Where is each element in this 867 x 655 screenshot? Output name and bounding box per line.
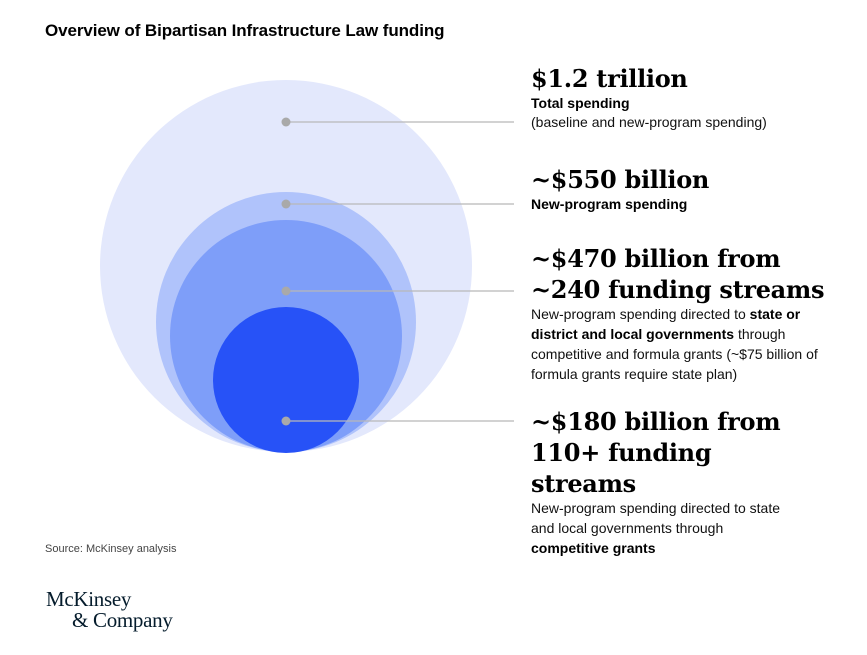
connector-dot-3 (281, 286, 291, 296)
state-district-detail-post: through competitive and formula grants (… (531, 326, 818, 382)
state-district-amount-line1: ~$470 billion from (531, 244, 781, 273)
state-district-detail-pre: New-program spending directed to (531, 306, 750, 322)
competitive-grants-bold-text: competitive grants (531, 540, 656, 556)
competitive-grants-block: ~$180 billion from 110+ funding streams … (531, 406, 781, 558)
mckinsey-logo: McKinsey & Company (46, 589, 173, 631)
circle-180-billion (213, 307, 359, 453)
logo-line1: McKinsey (46, 587, 132, 611)
logo-line2: & Company (72, 608, 173, 632)
state-district-detail: New-program spending directed to state o… (531, 304, 841, 384)
connector-dot-1 (281, 117, 291, 127)
state-district-detail-bold: state or district and local governments (531, 306, 801, 342)
total-spending-label: Total spending (531, 95, 630, 111)
competitive-grants-amount-line2: 110+ funding streams (531, 438, 712, 498)
source-note: Source: McKinsey analysis (45, 543, 177, 555)
competitive-grants-detail-bold: competitive grants (531, 538, 781, 558)
competitive-grants-detail: New-program spending directed to state a… (531, 500, 781, 536)
competitive-grants-amount-line1: ~$180 billion from (531, 407, 781, 436)
new-program-label: New-program spending (531, 196, 688, 212)
page-title: Overview of Bipartisan Infrastructure La… (45, 21, 445, 40)
state-district-amount-line2: ~240 funding streams (531, 275, 825, 304)
new-program-block: ~$550 billion New-program spending (531, 164, 709, 213)
connector-dot-4 (281, 416, 291, 426)
total-spending-detail: (baseline and new-program spending) (531, 114, 767, 130)
total-spending-block: $1.2 trillion Total spending (baseline a… (531, 63, 767, 132)
connector-dot-2 (281, 199, 291, 209)
state-district-block: ~$470 billion from ~240 funding streams … (531, 243, 841, 384)
total-spending-amount: $1.2 trillion (531, 64, 688, 93)
new-program-amount: ~$550 billion (531, 165, 710, 194)
